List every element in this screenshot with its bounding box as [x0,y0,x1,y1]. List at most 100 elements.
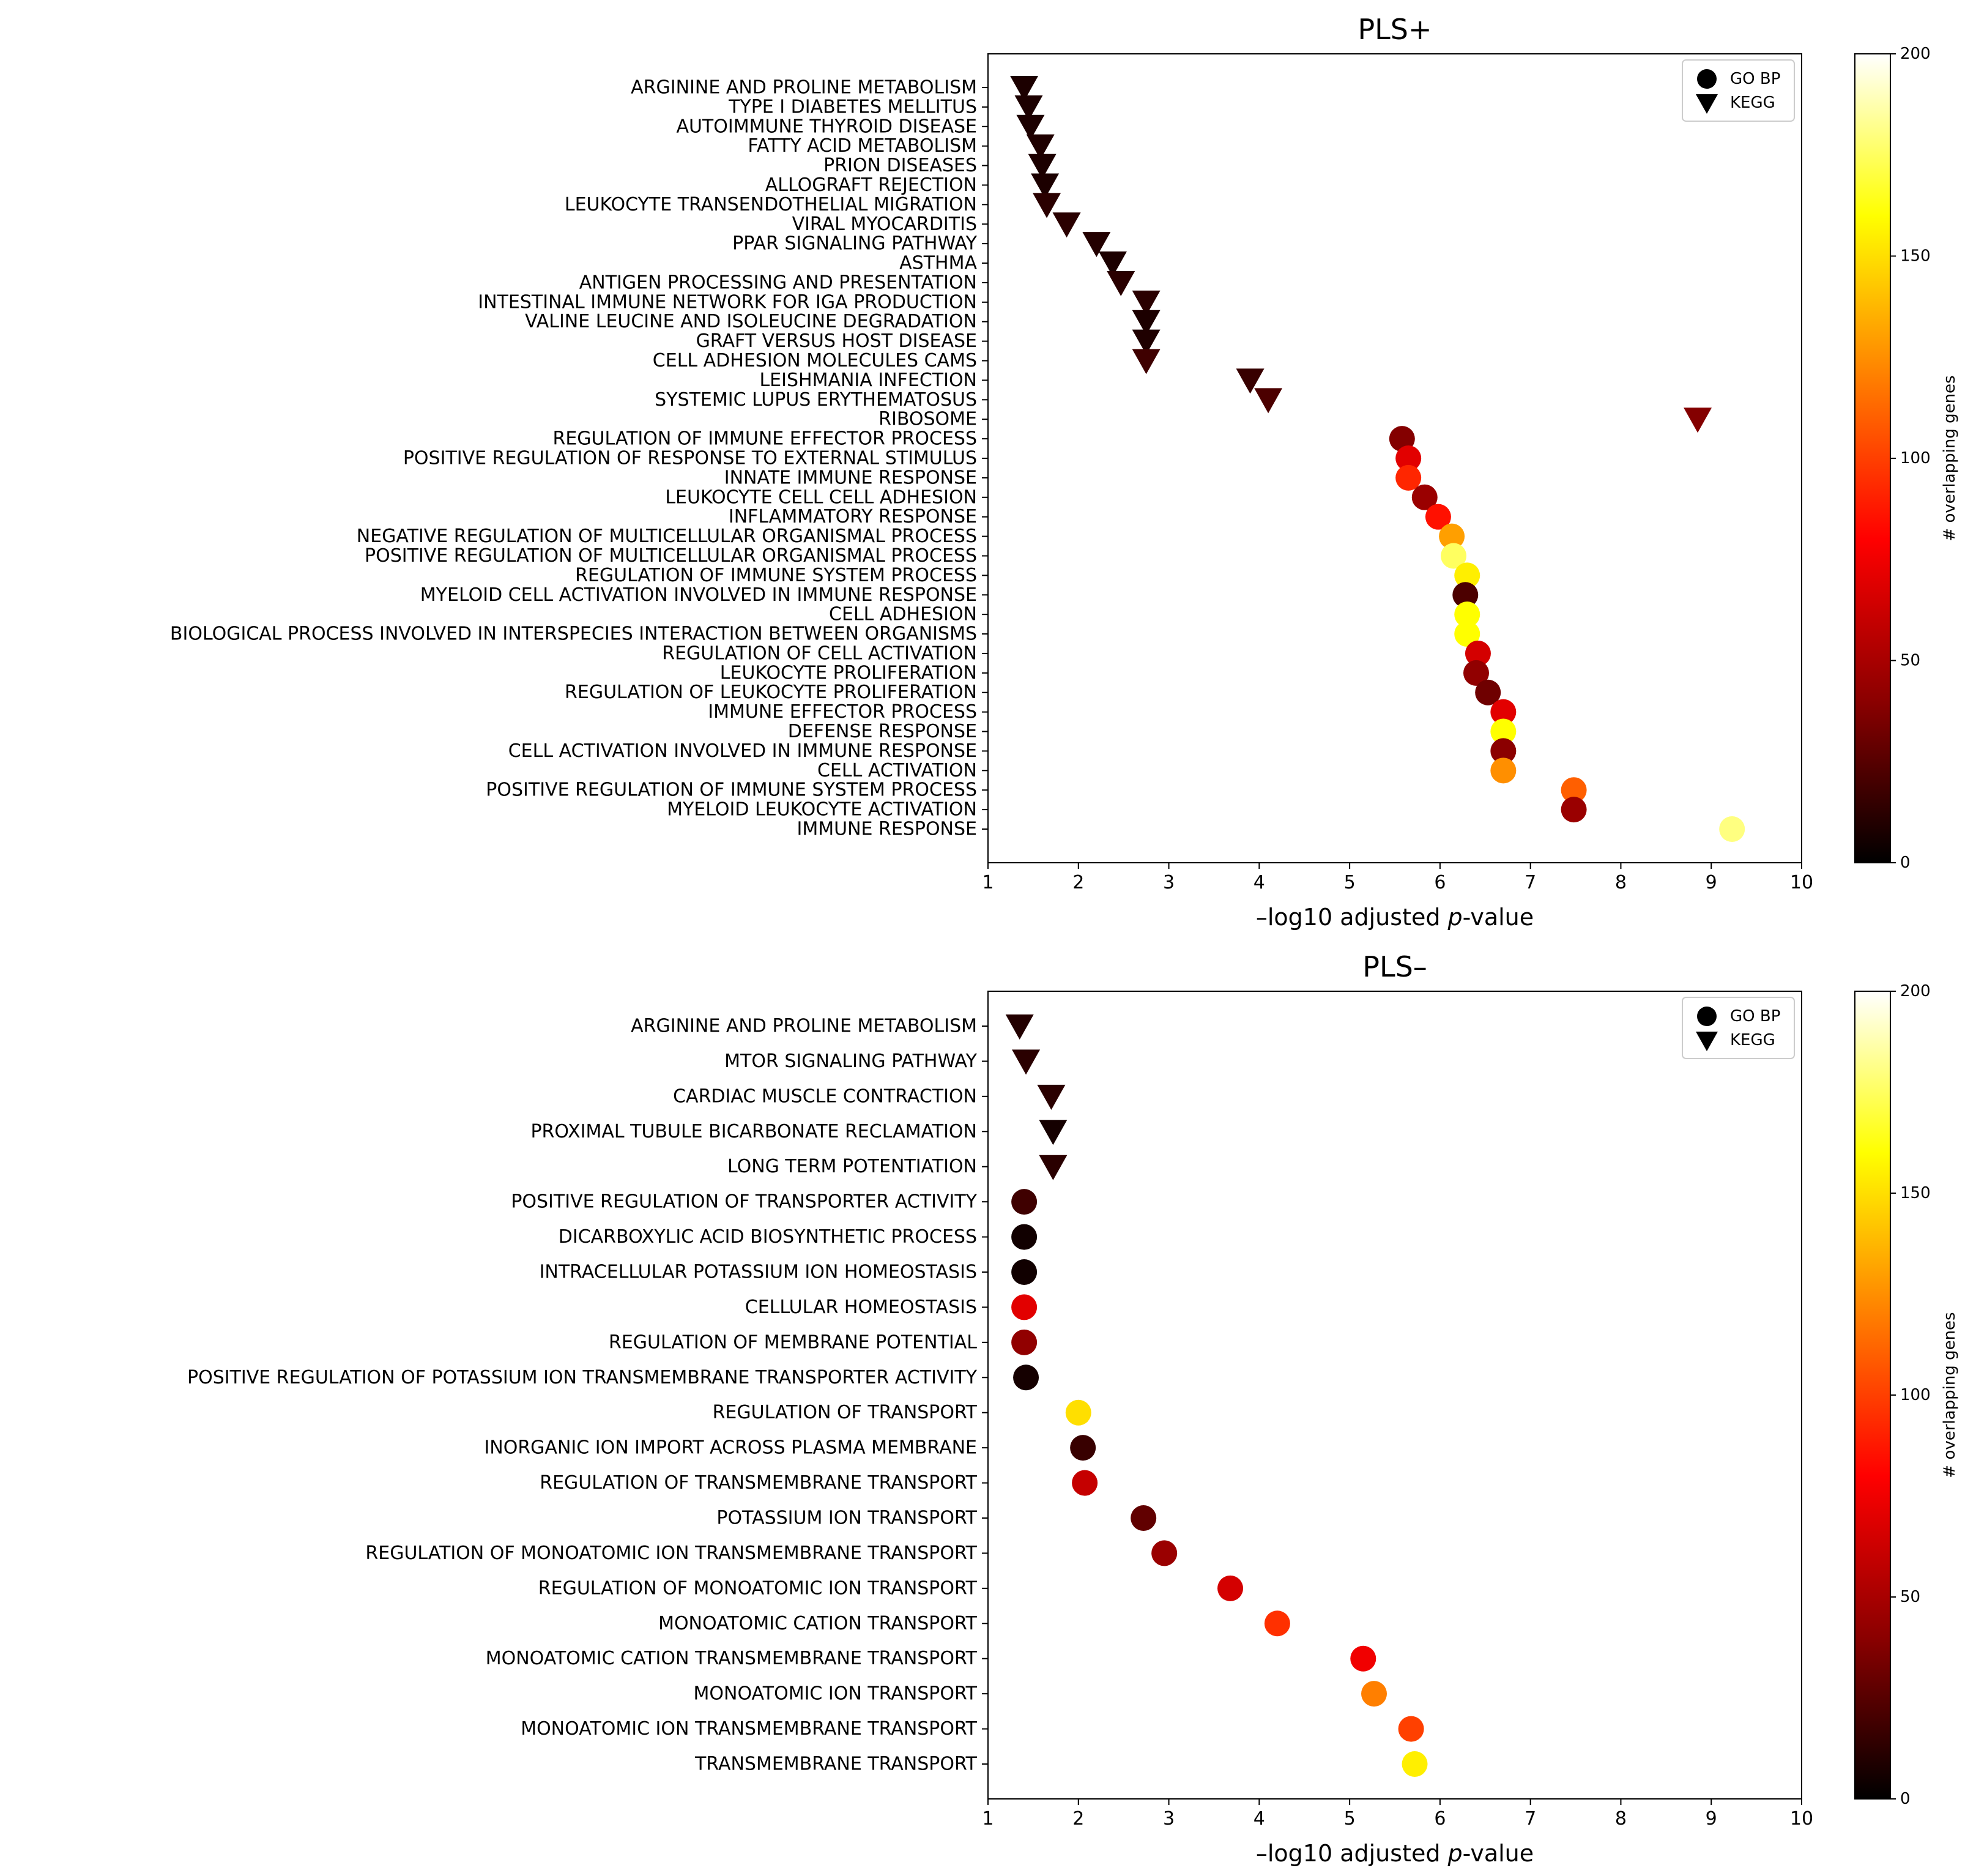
x-tick-label: 6 [1434,1808,1446,1829]
colorbar-tick-label: 200 [1900,45,1931,63]
data-point-go-bp [1264,1610,1290,1637]
x-axis-label: –log10 adjusted p-value [1256,904,1534,931]
data-point-go-bp [1013,1364,1039,1391]
data-point-kegg [1033,193,1061,218]
y-tick-label: ARGININE AND PROLINE METABOLISM [631,1016,977,1037]
legend-frame [1682,997,1795,1059]
y-tick-label: REGULATION OF MONOATOMIC ION TRANSPORT [538,1577,978,1599]
data-point-go-bp [1490,757,1517,784]
y-tick-label: INNATE IMMUNE RESPONSE [724,467,977,488]
y-tick-label: IMMUNE EFFECTOR PROCESS [708,701,977,723]
y-tick-label: INTESTINAL IMMUNE NETWORK FOR IGA PRODUC… [478,291,977,313]
legend-triangle-marker [1696,1032,1718,1051]
x-tick-label: 2 [1072,872,1084,893]
y-tick-label: POSITIVE REGULATION OF IMMUNE SYSTEM PRO… [486,780,977,801]
x-tick-label: 10 [1790,1808,1813,1829]
legend-label-kegg: KEGG [1730,94,1775,112]
y-tick-label: IMMUNE RESPONSE [797,819,978,840]
x-tick-label: 7 [1525,872,1536,893]
chart-title: PLS– [1362,950,1427,983]
y-tick-label: VALINE LEUCINE AND ISOLEUCINE DEGRADATIO… [525,311,977,332]
y-tick-label: LEISHMANIA INFECTION [759,370,977,391]
y-tick-label: TRANSMEMBRANE TRANSPORT [694,1754,978,1775]
y-tick-label: MONOATOMIC ION TRANSPORT [694,1683,978,1705]
y-tick-label: REGULATION OF IMMUNE EFFECTOR PROCESS [552,428,977,450]
y-tick-label: LEUKOCYTE PROLIFERATION [720,662,977,683]
y-tick-label: CELL ADHESION [829,604,977,625]
y-tick-label: ALLOGRAFT REJECTION [765,174,977,196]
data-point-kegg [1031,173,1060,199]
legend-label-go-bp: GO BP [1730,70,1780,88]
data-point-go-bp [1411,484,1438,510]
colorbar-tick-label: 0 [1900,1790,1911,1808]
data-point-go-bp [1465,640,1491,666]
data-point-go-bp [1131,1505,1157,1531]
data-point-go-bp [1561,797,1587,823]
y-tick-label: VIRAL MYOCARDITIS [792,214,977,235]
legend-circle-marker [1697,69,1717,89]
x-tick-label: 2 [1072,1808,1084,1829]
legend-triangle-marker [1696,94,1718,114]
y-tick-label: CARDIAC MUSCLE CONTRACTION [673,1085,977,1107]
legend-label-go-bp: GO BP [1730,1007,1780,1025]
chart-title: PLS+ [1358,13,1432,46]
y-tick-label: LEUKOCYTE TRANSENDOTHELIAL MIGRATION [565,194,977,215]
data-point-kegg [1236,368,1265,394]
y-tick-label: DEFENSE RESPONSE [788,721,977,742]
y-tick-label: ASTHMA [899,253,977,274]
data-point-go-bp [1561,777,1587,803]
x-tick-label: 8 [1615,1808,1627,1829]
data-point-kegg [1107,270,1135,296]
data-point-kegg [1082,232,1111,258]
y-tick-label: REGULATION OF LEUKOCYTE PROLIFERATION [565,682,977,703]
y-tick-label: LONG TERM POTENTIATION [727,1156,977,1177]
y-tick-label: DICARBOXYLIC ACID BIOSYNTHETIC PROCESS [559,1226,977,1248]
data-point-go-bp [1395,464,1422,491]
data-point-go-bp [1011,1329,1038,1355]
y-tick-label: ARGININE AND PROLINE METABOLISM [631,77,977,99]
y-tick-label: REGULATION OF MONOATOMIC ION TRANSMEMBRA… [365,1543,977,1564]
plot-frame [987,53,1802,863]
data-point-go-bp [1719,816,1745,842]
data-point-go-bp [1425,504,1451,530]
colorbar-tick-label: 200 [1900,982,1931,1000]
data-point-go-bp [1151,1540,1178,1566]
y-tick-label: POSITIVE REGULATION OF POTASSIUM ION TRA… [187,1367,978,1388]
data-point-kegg [1132,290,1161,316]
data-point-kegg [1026,134,1055,160]
data-point-kegg [1039,1120,1068,1145]
data-point-go-bp [1389,426,1415,452]
colorbar-tick-label: 100 [1900,1386,1931,1404]
data-point-kegg [1132,329,1161,355]
x-tick-label: 1 [982,1808,994,1829]
colorbar: 0 50 100 150 200 # overlapping genes [1854,45,1959,872]
x-tick-label: 9 [1706,1808,1717,1829]
data-point-kegg [1028,154,1057,179]
y-tick-label: PROXIMAL TUBULE BICARBONATE RECLAMATION [530,1121,977,1142]
colorbar-label: # overlapping genes [1941,1312,1959,1478]
x-tick-label: 9 [1706,872,1717,893]
y-tick-label: ANTIGEN PROCESSING AND PRESENTATION [579,272,977,293]
chart-panel-2: PLS– ARGININE AND PROLINE METABOLISM MTOR … [187,950,1959,1867]
x-tick-label: 5 [1344,1808,1356,1829]
y-tick-label: PPAR SIGNALING PATHWAY [732,233,978,255]
data-point-kegg [1010,76,1039,101]
data-point-go-bp [1350,1645,1376,1672]
x-tick-label: 10 [1790,872,1813,893]
data-point-kegg [1132,349,1161,374]
y-tick-label: TYPE I DIABETES MELLITUS [728,96,977,117]
legend-frame [1682,59,1795,122]
y-tick-label: POTASSIUM ION TRANSPORT [716,1508,977,1529]
y-tick-label: CELLULAR HOMEOSTASIS [745,1297,977,1318]
data-point-go-bp [1490,738,1517,764]
legend: GO BP KEGG [1682,59,1795,122]
y-tick-label: RIBOSOME [878,409,977,430]
data-point-kegg [1012,1049,1041,1075]
colorbar-gradient [1854,53,1891,863]
y-tick-label: NEGATIVE REGULATION OF MULTICELLULAR ORG… [357,526,977,547]
data-point-go-bp [1072,1470,1098,1496]
chart-panel-1: PLS+ ARGININE AND PROLINE METABOLISMTYPE … [170,13,1959,931]
legend-label-kegg: KEGG [1730,1031,1775,1049]
legend: GO BP KEGG [1682,997,1795,1059]
y-tick-label: PRION DISEASES [823,155,977,176]
